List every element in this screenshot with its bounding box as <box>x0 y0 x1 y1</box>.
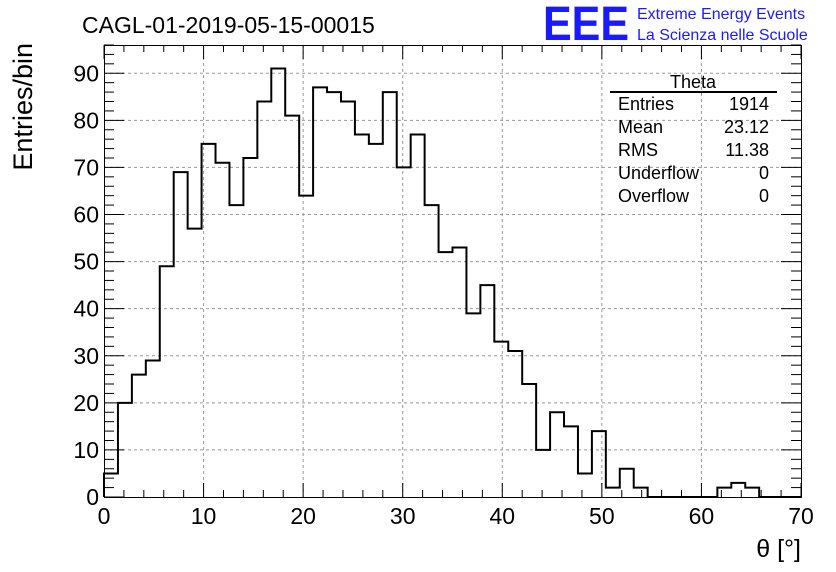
histogram-bar <box>174 172 188 497</box>
chart-title: CAGL-01-2019-05-15-00015 <box>82 12 375 38</box>
histogram-bar <box>383 92 397 497</box>
histogram-bar <box>397 167 411 497</box>
grid-lines <box>104 45 801 497</box>
y-tick-label: 30 <box>73 343 99 369</box>
y-tick-label: 60 <box>73 202 99 228</box>
y-tick-label: 40 <box>73 296 99 322</box>
histogram-bar <box>243 158 257 497</box>
histogram-bar <box>188 229 202 497</box>
x-tick-label: 10 <box>191 503 217 529</box>
stats-row-label: Underflow <box>618 163 700 183</box>
histogram-bar <box>411 134 425 497</box>
stats-box-title: Theta <box>670 72 717 92</box>
histogram-bar <box>313 87 327 497</box>
stats-row-label: Mean <box>618 117 663 137</box>
histogram-bar <box>146 360 160 497</box>
histogram-bar <box>564 426 578 497</box>
histogram-bar <box>229 205 243 497</box>
x-tick-label: 30 <box>390 503 416 529</box>
stats-row-value: 0 <box>759 186 769 206</box>
stats-row-label: RMS <box>618 140 658 160</box>
histogram-bar <box>480 285 494 497</box>
histogram-bar <box>160 266 174 497</box>
y-tick-label: 0 <box>86 484 99 510</box>
histogram-bar <box>731 483 745 497</box>
histogram-bar <box>592 431 606 497</box>
x-tick-label: 0 <box>98 503 111 529</box>
histogram-bar <box>257 102 271 498</box>
x-axis-label: θ [°] <box>756 535 801 563</box>
y-tick-label: 80 <box>73 107 99 133</box>
histogram-bar <box>550 412 564 497</box>
histogram-bar <box>522 384 536 497</box>
histogram-bar <box>578 473 592 497</box>
x-tick-label: 60 <box>689 503 715 529</box>
x-axis-ticks <box>103 45 802 497</box>
histogram-bar <box>104 473 118 497</box>
stats-row-value: 1914 <box>729 94 769 114</box>
histogram-bar <box>132 375 146 497</box>
histogram-bar <box>536 450 550 497</box>
histogram-bar <box>439 252 453 497</box>
histogram-outline <box>103 67 801 498</box>
stats-row-label: Entries <box>618 94 674 114</box>
eee-logo: EEE Extreme Energy Events La Scienza nel… <box>543 0 808 51</box>
eee-logo-mark: EEE <box>543 0 629 51</box>
eee-logo-line2: La Scienza nelle Scuole <box>637 27 808 44</box>
histogram-bar <box>327 92 341 497</box>
histogram-bar <box>717 488 731 497</box>
y-tick-label: 70 <box>73 154 99 180</box>
stats-row-value: 11.38 <box>725 140 769 160</box>
histogram-bar <box>285 116 299 497</box>
x-tick-labels: 0 10 20 30 40 50 60 70 <box>98 503 814 529</box>
y-axis-ticks <box>104 44 801 498</box>
histogram-bar <box>271 69 285 497</box>
stats-row-value: 0 <box>759 163 769 183</box>
x-tick-label: 50 <box>589 503 615 529</box>
stats-box-rows: Entries 1914 Mean 23.12 RMS 11.38 Underflow 0 Ov… <box>618 94 769 206</box>
plot-frame <box>104 45 802 498</box>
histogram-bar <box>299 196 313 497</box>
x-tick-label: 70 <box>788 503 814 529</box>
histogram-bar <box>341 102 355 498</box>
histogram-bar <box>508 351 522 497</box>
eee-logo-line1: Extreme Energy Events <box>637 6 805 23</box>
y-tick-label: 10 <box>73 437 99 463</box>
y-tick-label: 50 <box>73 249 99 275</box>
histogram-bar <box>369 144 383 497</box>
histogram-bar <box>494 342 508 497</box>
histogram-bar <box>745 488 759 497</box>
histogram-bar <box>425 205 439 497</box>
y-tick-label: 20 <box>73 390 99 416</box>
histogram-bar <box>355 134 369 497</box>
stats-row-label: Overflow <box>618 186 690 206</box>
y-axis-label: Entries/bin <box>8 43 38 171</box>
histogram-bar <box>634 488 648 497</box>
histogram-bar <box>216 163 230 497</box>
y-tick-labels: 0 10 20 30 40 50 60 70 80 90 <box>73 60 99 510</box>
x-tick-label: 20 <box>290 503 316 529</box>
histogram-bar <box>606 488 620 497</box>
y-tick-label: 90 <box>73 60 99 86</box>
histogram-bar <box>466 313 480 497</box>
stats-row-value: 23.12 <box>724 117 769 137</box>
stats-box: Theta Entries 1914 Mean 23.12 RMS 11.38 Underf… <box>610 72 777 206</box>
histogram-bar <box>453 247 467 497</box>
x-tick-label: 40 <box>489 503 515 529</box>
